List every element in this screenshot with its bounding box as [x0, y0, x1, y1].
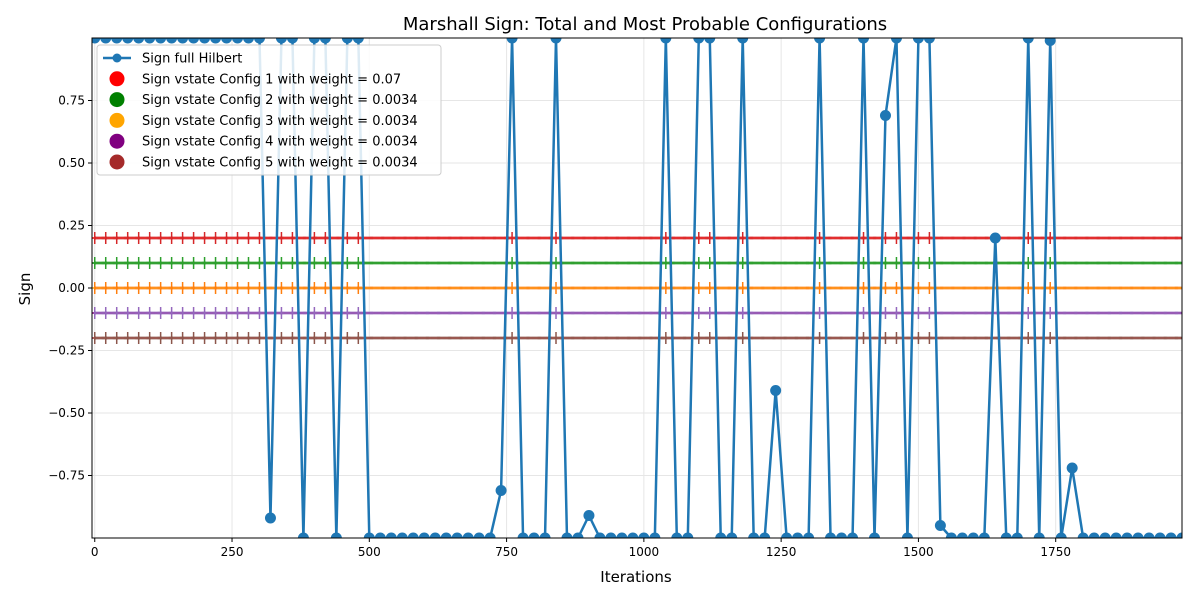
config-line-5: [92, 332, 1183, 344]
config-line-1: [92, 232, 1183, 244]
chart-title: Marshall Sign: Total and Most Probable C…: [403, 14, 887, 35]
config-line-2: [92, 257, 1183, 269]
config-line-4: [92, 307, 1183, 319]
config-line-3: [92, 282, 1183, 294]
config-lines: [92, 232, 1183, 344]
